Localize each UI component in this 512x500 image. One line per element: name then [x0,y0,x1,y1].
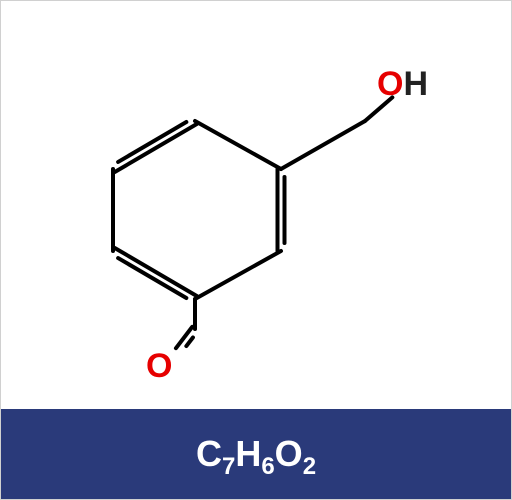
formula-bar: C7H6O2 [1,409,511,499]
molecule-svg [1,1,512,409]
molecule-structure: OH O [1,1,511,409]
molecular-formula: C7H6O2 [196,433,316,475]
atom-label: O [146,347,172,386]
atom-label: OH [377,65,428,104]
